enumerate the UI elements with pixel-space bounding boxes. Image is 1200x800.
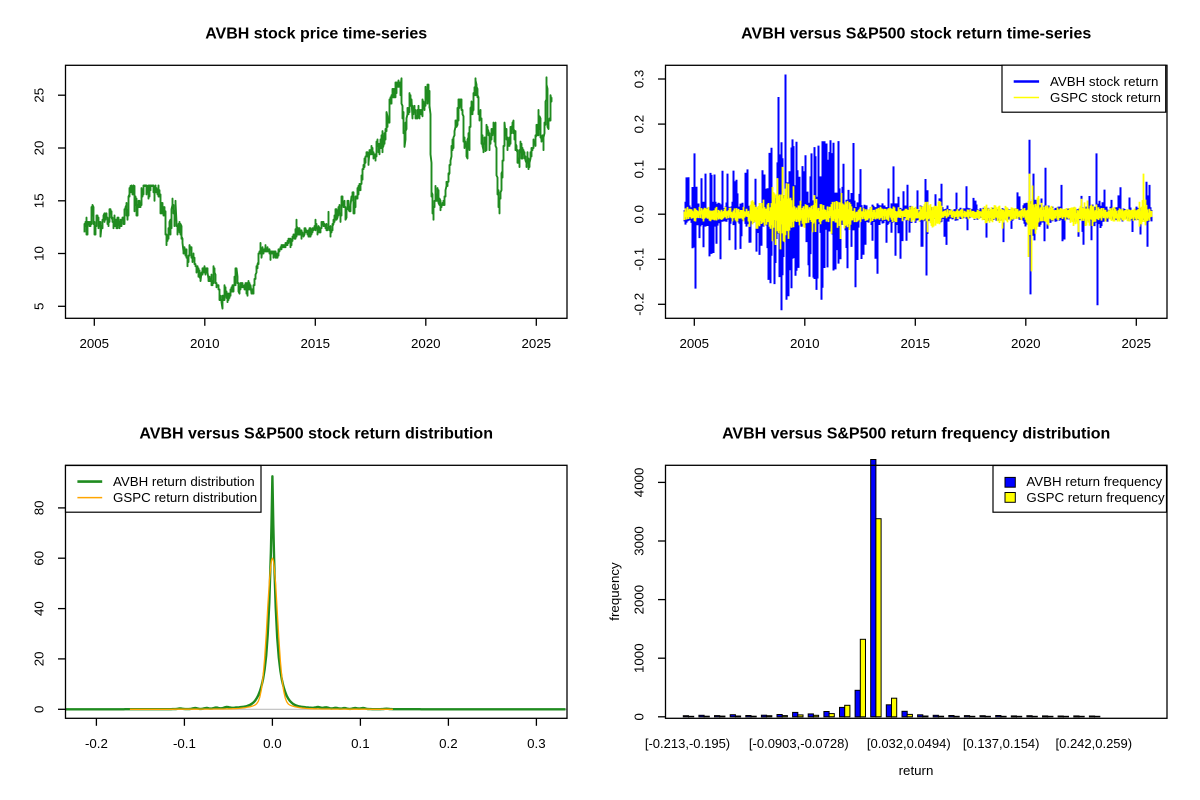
- svg-text:0.3: 0.3: [632, 70, 647, 89]
- svg-text:AVBH return distribution: AVBH return distribution: [113, 474, 255, 489]
- svg-text:3000: 3000: [632, 526, 647, 556]
- svg-text:AVBH versus S&P500 stock retur: AVBH versus S&P500 stock return time-ser…: [741, 26, 1091, 43]
- svg-text:60: 60: [32, 551, 47, 566]
- svg-text:return: return: [899, 763, 934, 778]
- svg-text:[-0.0903,-0.0728): [-0.0903,-0.0728): [749, 736, 849, 751]
- svg-text:[0.242,0.259): [0.242,0.259): [1055, 736, 1132, 751]
- svg-text:2025: 2025: [522, 336, 552, 351]
- svg-text:[0.137,0.154): [0.137,0.154): [963, 736, 1040, 751]
- svg-text:5: 5: [32, 303, 47, 310]
- svg-text:0: 0: [632, 713, 647, 720]
- svg-text:0.0: 0.0: [632, 205, 647, 224]
- svg-text:AVBH return frequency: AVBH return frequency: [1026, 474, 1162, 489]
- svg-text:2005: 2005: [80, 336, 110, 351]
- svg-text:2010: 2010: [190, 336, 220, 351]
- svg-text:-0.1: -0.1: [632, 248, 647, 271]
- svg-text:15: 15: [31, 193, 46, 208]
- svg-text:0.2: 0.2: [439, 736, 458, 751]
- svg-text:2025: 2025: [1122, 336, 1152, 351]
- svg-text:AVBH versus S&P500 stock retur: AVBH versus S&P500 stock return distribu…: [139, 426, 493, 443]
- svg-text:1000: 1000: [632, 643, 647, 673]
- svg-text:[0.032,0.0494): [0.032,0.0494): [867, 736, 951, 751]
- svg-text:20: 20: [32, 141, 47, 156]
- svg-text:80: 80: [32, 501, 47, 516]
- svg-text:0.0: 0.0: [263, 736, 282, 751]
- svg-text:frequency: frequency: [607, 562, 622, 621]
- svg-text:10: 10: [32, 246, 47, 261]
- svg-text:25: 25: [32, 88, 47, 103]
- svg-text:2005: 2005: [680, 336, 710, 351]
- svg-text:2015: 2015: [301, 336, 331, 351]
- svg-text:0.3: 0.3: [527, 736, 546, 751]
- svg-text:2020: 2020: [411, 336, 441, 351]
- svg-text:GSPC return distribution: GSPC return distribution: [113, 490, 257, 505]
- svg-text:2000: 2000: [632, 585, 647, 615]
- svg-text:20: 20: [32, 652, 47, 667]
- svg-text:4000: 4000: [632, 468, 647, 498]
- svg-text:GSPC stock return: GSPC stock return: [1050, 90, 1161, 105]
- svg-text:-0.2: -0.2: [85, 736, 108, 751]
- svg-text:-0.2: -0.2: [632, 293, 647, 316]
- svg-text:GSPC return frequency: GSPC return frequency: [1026, 490, 1165, 505]
- svg-text:2015: 2015: [901, 336, 931, 351]
- svg-text:2020: 2020: [1011, 336, 1041, 351]
- svg-text:AVBH stock return: AVBH stock return: [1050, 74, 1158, 89]
- svg-text:-0.1: -0.1: [173, 736, 196, 751]
- svg-text:AVBH stock price time-series: AVBH stock price time-series: [205, 26, 427, 43]
- svg-text:40: 40: [32, 601, 47, 616]
- svg-text:0: 0: [32, 706, 47, 713]
- svg-text:[-0.213,-0.195): [-0.213,-0.195): [645, 736, 730, 751]
- svg-text:0.2: 0.2: [632, 115, 647, 134]
- svg-text:2010: 2010: [790, 336, 820, 351]
- svg-text:0.1: 0.1: [632, 160, 647, 179]
- svg-text:AVBH versus S&P500 return freq: AVBH versus S&P500 return frequency dist…: [722, 426, 1110, 443]
- svg-text:0.1: 0.1: [351, 736, 370, 751]
